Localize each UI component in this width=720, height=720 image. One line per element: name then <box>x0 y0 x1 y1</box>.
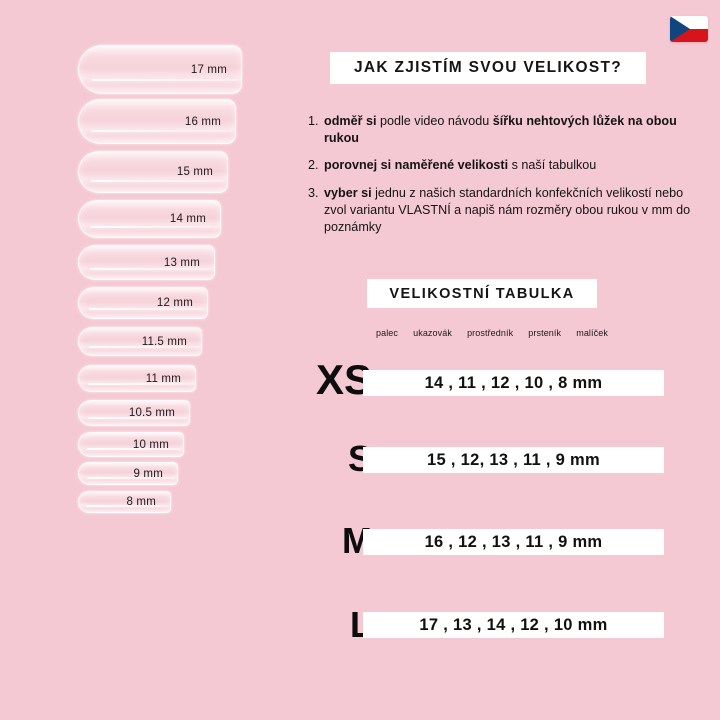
flag-blue-wedge <box>670 16 690 42</box>
step-number: 2. <box>308 158 319 173</box>
nail-tip-shape: 16 mm <box>78 99 236 144</box>
size-table-title-text: VELIKOSTNÍ TABULKA <box>389 285 575 302</box>
finger-label: ukazovák <box>413 328 452 338</box>
nail-tip-chart: 17 mm 16 mm 15 mm 14 mm 13 mm 12 mm 11.5 mm 11 … <box>0 0 290 720</box>
step-bold-tail: šířku nehtových lůžek na obou rukou <box>324 114 677 145</box>
step-normal-text: podle video návodu <box>376 114 493 128</box>
nail-tip-row: 12 mm <box>78 287 208 319</box>
instruction-step: 2. porovnej si naměřené velikosti s naší … <box>308 157 708 174</box>
headline-banner: JAK ZJISTÍM SVOU VELIKOST? <box>330 52 646 84</box>
nail-tip-shape: 13 mm <box>78 245 215 280</box>
nail-tip-shape: 8 mm <box>78 491 171 513</box>
size-letter: S <box>347 438 372 479</box>
size-values-banner: 16 , 12 , 13 , 11 , 9 mm <box>363 529 664 555</box>
step-bold-lead: vyber si <box>324 186 372 201</box>
instruction-step: 3. vyber si jednu z našich standardních k… <box>308 185 708 235</box>
step-normal-text: jednu z našich standardních konfekčních … <box>324 186 691 234</box>
nail-tip-shape: 17 mm <box>78 45 242 94</box>
finger-label: malíček <box>576 328 608 338</box>
nail-tip-size-label: 10.5 mm <box>128 407 175 419</box>
size-values-banner: 14 , 11 , 12 , 10 , 8 mm <box>363 370 664 396</box>
nail-tip-size-label: 15 mm <box>176 166 213 178</box>
nail-tip-size-label: 12 mm <box>156 297 193 309</box>
nail-tip-size-label: 8 mm <box>126 496 156 508</box>
nail-tip-row: 13 mm <box>78 245 215 280</box>
nail-tip-row: 9 mm <box>78 462 178 485</box>
size-values-text: 14 , 11 , 12 , 10 , 8 mm <box>424 373 603 392</box>
nail-tip-size-label: 11 mm <box>145 372 181 385</box>
step-text: odměř si podle video návodu šířku nehtov… <box>324 113 708 146</box>
nail-tip-row: 10.5 mm <box>78 400 190 426</box>
step-number: 1. <box>308 114 319 128</box>
step-text: porovnej si naměřené velikosti s naší ta… <box>324 157 708 174</box>
instruction-steps: 1. odměř si podle video návodu šířku neht… <box>308 113 708 246</box>
finger-label: prsteník <box>528 328 562 338</box>
nail-tip-row: 17 mm <box>78 45 242 94</box>
step-bold-lead: odměř si <box>324 114 377 128</box>
instruction-step: 1. odměř si podle video návodu šířku neht… <box>308 113 708 146</box>
nail-tip-size-label: 9 mm <box>133 467 163 480</box>
nail-tip-size-label: 14 mm <box>169 213 206 225</box>
step-normal-text: s naší tabulkou <box>508 158 597 173</box>
nail-tip-size-label: 17 mm <box>190 63 227 76</box>
info-panel: JAK ZJISTÍM SVOU VELIKOST? 1. odměř si po… <box>290 0 720 720</box>
finger-label-row: palec ukazovák prostředník prsteník malíček <box>376 328 608 338</box>
nail-tip-shape: 10 mm <box>78 432 184 457</box>
size-letter: L <box>350 604 372 645</box>
nail-tip-size-label: 11.5 mm <box>141 335 187 348</box>
nail-tip-shape: 11 mm <box>78 365 196 392</box>
nail-tip-size-label: 13 mm <box>163 256 200 269</box>
nail-tip-row: 11 mm <box>78 365 196 392</box>
nail-tip-shape: 11.5 mm <box>78 327 202 356</box>
nail-tip-row: 16 mm <box>78 99 236 144</box>
size-values-text: 16 , 12 , 13 , 11 , 9 mm <box>424 532 603 551</box>
size-table-title-banner: VELIKOSTNÍ TABULKA <box>367 279 597 308</box>
nail-tip-shape: 10.5 mm <box>78 400 190 426</box>
nail-tip-shape: 15 mm <box>78 151 228 193</box>
nail-tip-shape: 14 mm <box>78 200 221 238</box>
nail-tip-shape: 9 mm <box>78 462 178 485</box>
step-bold-lead: porovnej si naměřené velikosti <box>324 158 509 173</box>
nail-tip-row: 10 mm <box>78 432 184 457</box>
nail-tip-size-label: 10 mm <box>132 438 169 451</box>
nail-tip-row: 8 mm <box>78 491 171 513</box>
size-values-banner: 15 , 12, 13 , 11 , 9 mm <box>363 447 664 473</box>
headline-text: JAK ZJISTÍM SVOU VELIKOST? <box>353 59 623 76</box>
nail-tip-row: 11.5 mm <box>78 327 202 356</box>
step-number: 3. <box>308 186 319 201</box>
nail-tip-size-label: 16 mm <box>184 115 221 128</box>
size-letter: M <box>342 520 372 561</box>
nail-tip-row: 15 mm <box>78 151 228 193</box>
finger-label: palec <box>376 328 399 338</box>
step-text: vyber si jednu z našich standardních kon… <box>324 185 708 235</box>
size-values-banner: 17 , 13 , 14 , 12 , 10 mm <box>363 612 664 638</box>
nail-tip-shape: 12 mm <box>78 287 208 319</box>
size-values-text: 17 , 13 , 14 , 12 , 10 mm <box>419 615 608 634</box>
czech-flag-icon <box>670 16 708 42</box>
size-letter: XS <box>315 356 372 403</box>
finger-label: prostředník <box>467 328 514 338</box>
nail-tip-row: 14 mm <box>78 200 221 238</box>
size-values-text: 15 , 12, 13 , 11 , 9 mm <box>427 450 600 469</box>
